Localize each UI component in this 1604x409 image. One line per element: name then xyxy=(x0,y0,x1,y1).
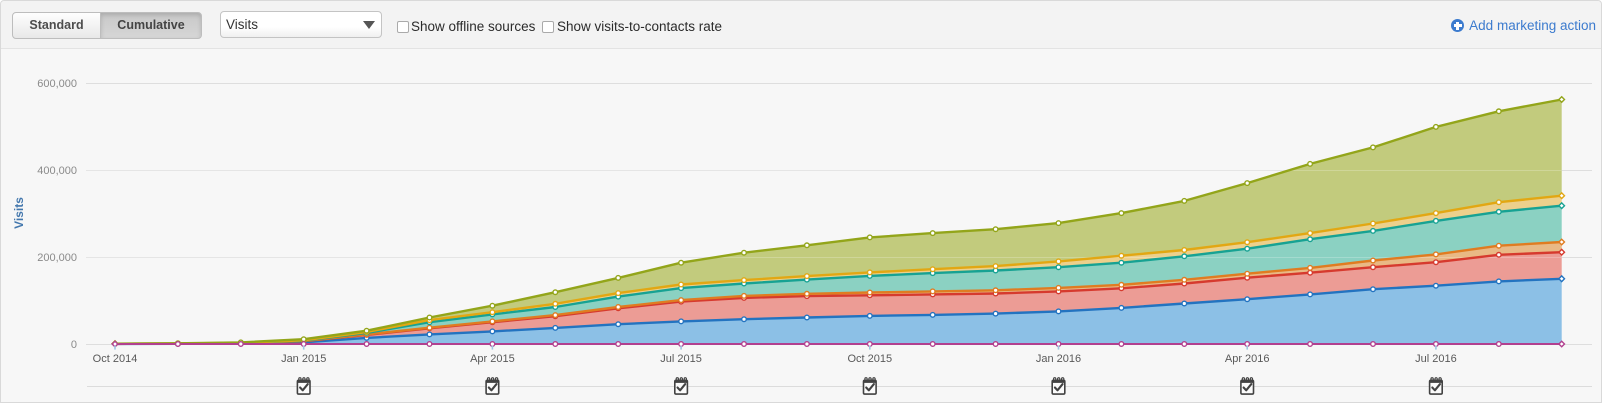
svg-text:Jul 2015: Jul 2015 xyxy=(660,353,702,365)
svg-text:400,000: 400,000 xyxy=(37,165,77,177)
svg-text:Visits: Visits xyxy=(12,197,26,229)
svg-text:0: 0 xyxy=(71,339,77,351)
svg-text:600,000: 600,000 xyxy=(37,78,77,90)
svg-text:Apr 2016: Apr 2016 xyxy=(1225,353,1270,365)
svg-text:Jan 2015: Jan 2015 xyxy=(281,353,326,365)
svg-text:200,000: 200,000 xyxy=(37,252,77,264)
svg-text:Oct 2015: Oct 2015 xyxy=(847,353,892,365)
svg-text:Jul 2016: Jul 2016 xyxy=(1415,353,1457,365)
svg-text:Oct 2014: Oct 2014 xyxy=(93,353,138,365)
svg-text:Jan 2016: Jan 2016 xyxy=(1036,353,1081,365)
svg-text:Apr 2015: Apr 2015 xyxy=(470,353,515,365)
